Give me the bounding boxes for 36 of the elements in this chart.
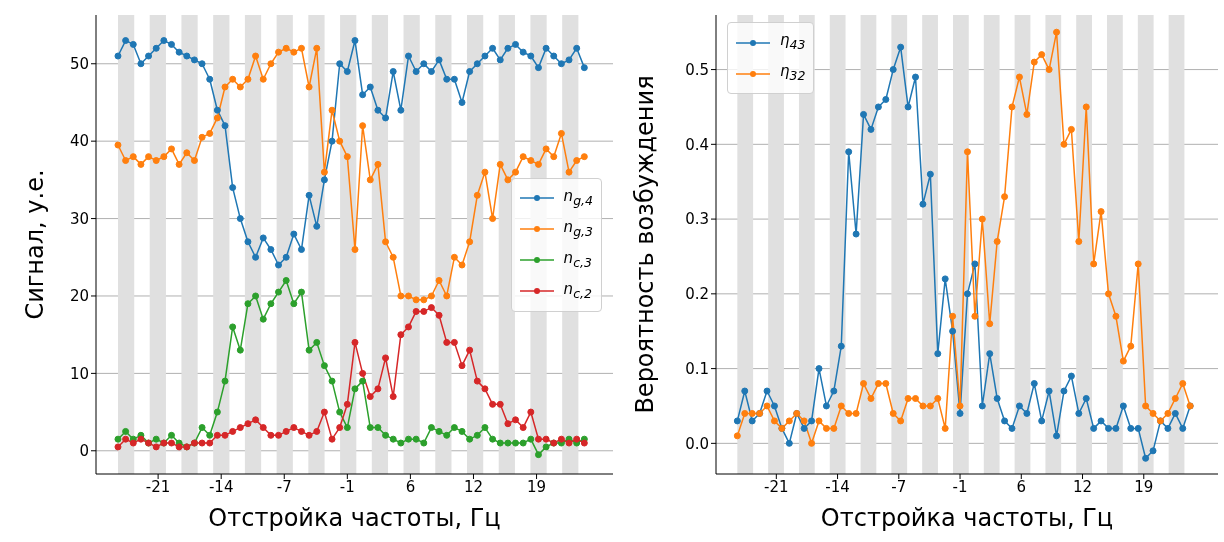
x-axis-title: Отстройка частоты, Гц: [820, 504, 1114, 532]
x-tick-label: -1: [339, 477, 355, 496]
legend-label: n$_{c,3}$: [563, 247, 592, 272]
x-tick-label: 19: [1134, 477, 1154, 496]
y-axis-title: Сигнал, у.е.: [20, 169, 49, 320]
y-tick-label: 10: [69, 364, 89, 383]
y-tick-label: 0.1: [685, 359, 709, 378]
y-tick-label: 30: [69, 209, 89, 228]
legend-label: η$_{32}$: [780, 61, 806, 85]
x-axis-title: Отстройка частоты, Гц: [208, 504, 501, 532]
legend-label: n$_{c,2}$: [563, 278, 592, 303]
x-tick-label: -14: [208, 477, 234, 496]
x-tick-label: -7: [276, 477, 292, 496]
legend-label: n$_{g,3}$: [563, 216, 593, 241]
y-tick-label: 0.5: [685, 60, 709, 79]
y-tick-label: 20: [69, 287, 89, 306]
x-tick-label: 12: [1072, 477, 1093, 496]
x-tick-label: -21: [764, 477, 789, 496]
legend-label: n$_{g,4}$: [563, 185, 593, 210]
x-tick-label: -14: [825, 477, 850, 496]
x-tick-label: -7: [891, 477, 907, 496]
y-tick-label: 0.4: [685, 135, 709, 154]
x-tick-label: -1: [952, 477, 968, 496]
x-tick-label: -21: [145, 477, 171, 496]
y-tick-label: 50: [69, 55, 89, 74]
legend-label: η$_{43}$: [780, 30, 806, 54]
x-tick-label: 19: [527, 477, 547, 496]
y-tick-label: 0.2: [685, 285, 709, 304]
y-tick-label: 40: [69, 132, 89, 151]
x-tick-label: 6: [1016, 477, 1027, 496]
y-tick-label: 0.3: [685, 210, 709, 229]
y-tick-label: 0: [79, 442, 89, 461]
y-axis-title: Вероятность возбуждения: [630, 75, 659, 414]
x-tick-label: 12: [463, 477, 484, 496]
y-tick-label: 0.0: [685, 434, 709, 453]
x-tick-label: 6: [405, 477, 416, 496]
